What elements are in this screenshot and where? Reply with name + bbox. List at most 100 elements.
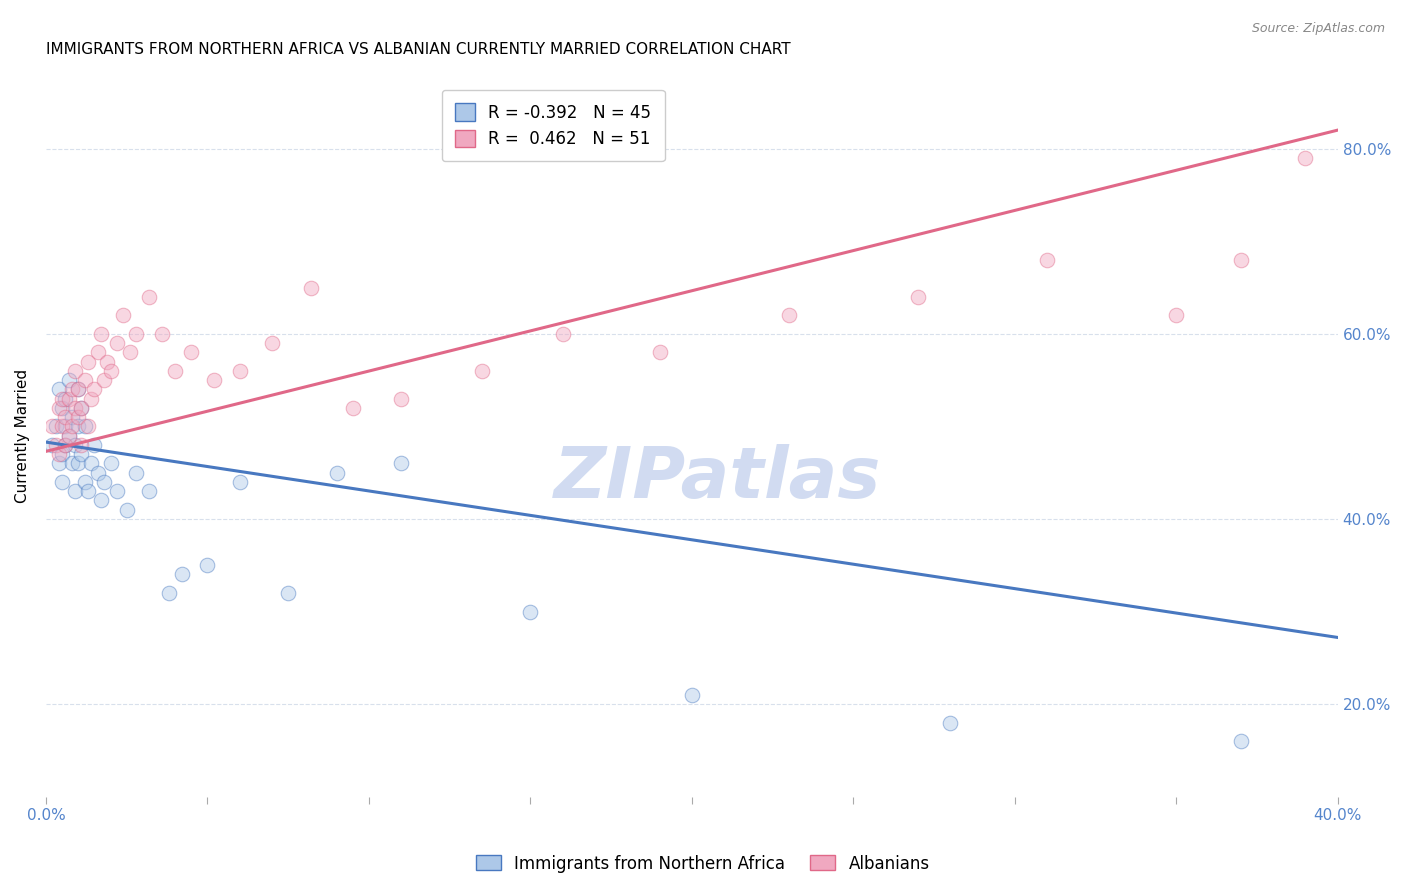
Point (1166, 308, 1188, 322)
Point (58, 373, 80, 387)
Point (48, 447, 70, 461)
Point (41, 438, 63, 452)
Point (70, 401, 93, 415)
Point (325, 466, 347, 480)
Point (96, 354, 118, 368)
Y-axis label: Currently Married: Currently Married (15, 368, 30, 503)
Point (67, 382, 90, 396)
Point (1036, 252, 1059, 267)
Point (277, 586, 299, 600)
Point (342, 401, 364, 415)
Point (471, 364, 494, 378)
Point (41, 419, 63, 434)
Point (53, 410, 76, 425)
Point (45, 438, 67, 452)
Point (48, 457, 70, 471)
Point (125, 326, 148, 341)
Point (51, 419, 73, 434)
Point (53, 438, 76, 452)
Point (115, 502, 138, 516)
Point (51, 475, 73, 489)
Point (389, 457, 412, 471)
Point (180, 345, 202, 359)
Point (58, 392, 80, 406)
Point (63, 438, 86, 452)
Text: IMMIGRANTS FROM NORTHERN AFRICA VS ALBANIAN CURRENTLY MARRIED CORRELATION CHART: IMMIGRANTS FROM NORTHERN AFRICA VS ALBAN… (46, 42, 790, 57)
Legend: Immigrants from Northern Africa, Albanians: Immigrants from Northern Africa, Albania… (470, 848, 936, 880)
Point (58, 428, 80, 442)
Point (1294, 151, 1316, 165)
Point (67, 382, 90, 396)
Point (519, 605, 541, 619)
Point (83, 382, 105, 396)
Point (80, 392, 103, 406)
Point (51, 447, 73, 461)
Point (138, 484, 160, 499)
Point (93, 475, 115, 489)
Point (228, 475, 250, 489)
Point (63, 364, 86, 378)
Point (1229, 734, 1251, 748)
Point (125, 466, 148, 480)
Point (939, 715, 962, 730)
Point (58, 428, 80, 442)
Point (1229, 252, 1251, 267)
Text: ZIPatlas: ZIPatlas (554, 444, 882, 514)
Point (77, 484, 100, 499)
Point (67, 457, 90, 471)
Point (90, 326, 112, 341)
Point (202, 373, 225, 387)
Point (170, 567, 193, 582)
Point (112, 308, 135, 322)
Point (165, 364, 187, 378)
Point (681, 688, 703, 702)
Point (100, 364, 122, 378)
Point (778, 308, 800, 322)
Point (60, 457, 83, 471)
Text: Source: ZipAtlas.com: Source: ZipAtlas.com (1251, 22, 1385, 36)
Point (93, 373, 115, 387)
Point (45, 419, 67, 434)
Point (53, 419, 76, 434)
Point (48, 401, 70, 415)
Point (73, 373, 96, 387)
Point (60, 382, 83, 396)
Point (197, 558, 219, 573)
Point (48, 382, 70, 396)
Point (77, 354, 100, 368)
Point (150, 326, 173, 341)
Point (73, 419, 96, 434)
Point (67, 419, 90, 434)
Point (157, 586, 180, 600)
Point (70, 447, 93, 461)
Point (53, 392, 76, 406)
Point (100, 457, 122, 471)
Point (63, 401, 86, 415)
Point (907, 290, 929, 304)
Point (118, 345, 141, 359)
Point (51, 392, 73, 406)
Point (77, 419, 100, 434)
Point (86, 466, 108, 480)
Point (60, 419, 83, 434)
Point (389, 392, 412, 406)
Point (51, 401, 73, 415)
Legend: R = -0.392   N = 45, R =  0.462   N = 51: R = -0.392 N = 45, R = 0.462 N = 51 (441, 90, 665, 161)
Point (83, 438, 105, 452)
Point (299, 280, 322, 294)
Point (648, 345, 671, 359)
Point (105, 336, 128, 351)
Point (53, 438, 76, 452)
Point (228, 364, 250, 378)
Point (73, 475, 96, 489)
Point (67, 410, 90, 425)
Point (70, 438, 93, 452)
Point (63, 484, 86, 499)
Point (70, 401, 93, 415)
Point (260, 336, 283, 351)
Point (90, 493, 112, 508)
Point (138, 290, 160, 304)
Point (551, 326, 574, 341)
Point (80, 457, 103, 471)
Point (60, 410, 83, 425)
